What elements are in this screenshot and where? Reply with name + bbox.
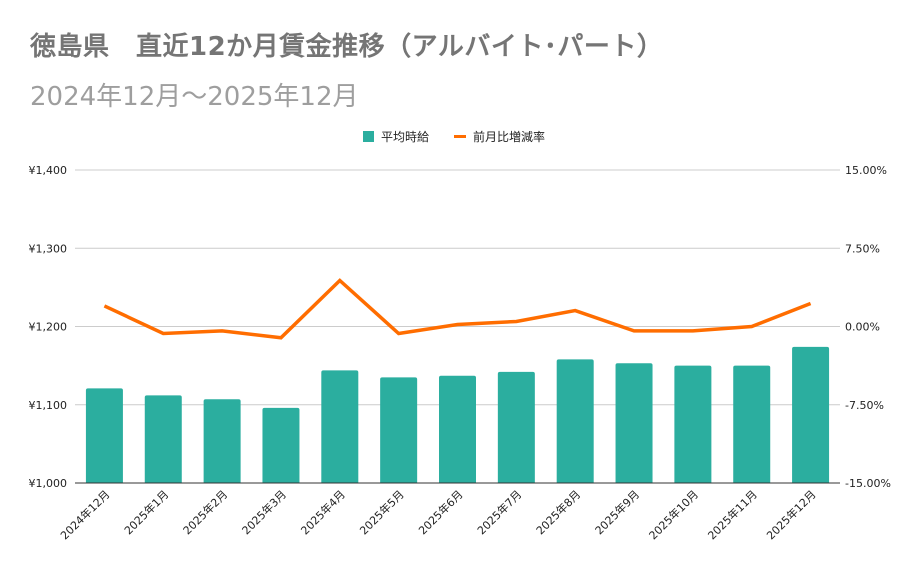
bar <box>733 365 771 483</box>
bar <box>321 370 359 483</box>
chart-subtitle: 2024年12月～2025年12月 <box>30 82 359 112</box>
x-tick: 2025年10月 <box>646 487 701 542</box>
x-tick: 2025年5月 <box>357 487 407 537</box>
x-tick: 2025年9月 <box>592 487 642 537</box>
y-left-tick: ¥1,100 <box>29 399 68 412</box>
bar <box>556 359 594 483</box>
bar <box>674 365 712 483</box>
bar <box>203 399 241 483</box>
x-tick: 2025年4月 <box>298 487 348 537</box>
x-tick: 2025年7月 <box>474 487 524 537</box>
x-tick: 2024年12月 <box>57 487 112 542</box>
x-tick: 2025年12月 <box>764 487 819 542</box>
bar <box>262 407 300 483</box>
y-left-tick: ¥1,400 <box>29 164 68 177</box>
y-right-tick: -15.00% <box>845 477 891 490</box>
y-right-tick: 0.00% <box>845 321 880 334</box>
legend-bar-label: 平均時給 <box>381 130 429 144</box>
x-tick: 2025年2月 <box>180 487 230 537</box>
line-series <box>103 278 812 340</box>
legend-bar-swatch <box>363 131 374 142</box>
x-tick: 2025年11月 <box>705 487 760 542</box>
y-right-tick: 7.50% <box>845 242 880 255</box>
x-tick: 2025年6月 <box>415 487 465 537</box>
bar <box>144 395 182 483</box>
bar <box>792 346 830 483</box>
bar <box>497 371 535 483</box>
bar <box>439 375 476 483</box>
bar <box>85 388 123 483</box>
bar <box>380 377 418 483</box>
y-left-tick: ¥1,000 <box>29 477 68 490</box>
y-left-tick: ¥1,200 <box>29 321 68 334</box>
bar <box>615 363 653 483</box>
x-tick: 2025年3月 <box>239 487 289 537</box>
x-tick: 2025年8月 <box>533 487 583 537</box>
x-tick: 2025年1月 <box>121 487 171 537</box>
chart-title: 徳島県 直近12か月賃金推移（アルバイト･パート） <box>30 32 664 62</box>
y-right-tick: 15.00% <box>845 164 887 177</box>
y-left-tick: ¥1,300 <box>29 242 68 255</box>
legend-line-label: 前月比増減率 <box>473 129 545 144</box>
y-right-tick: -7.50% <box>845 399 884 412</box>
